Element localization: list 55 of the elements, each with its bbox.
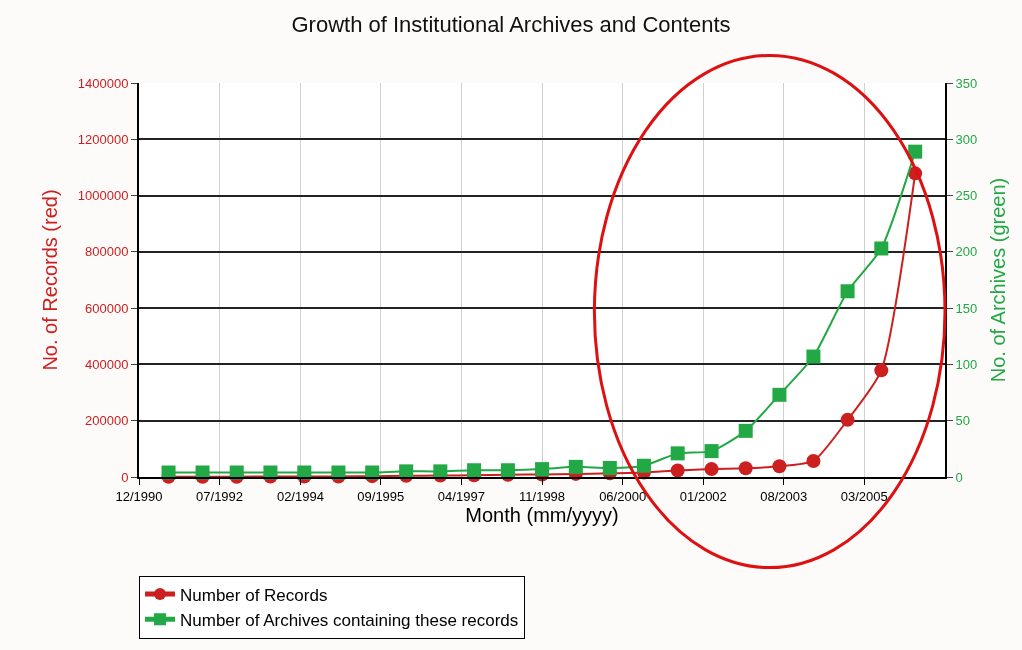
y2-tick-label: 250 — [955, 188, 978, 204]
point — [636, 458, 651, 473]
chart-title: Growth of Institutional Archives and Contents — [291, 11, 731, 37]
point — [535, 462, 550, 477]
y2-tick-label: 50 — [955, 413, 971, 429]
x-axis-title: Month (mm/yyyy) — [465, 503, 619, 526]
y-tick-label: 600000 — [85, 300, 129, 316]
x-tick-label: 07/1992 — [196, 488, 244, 504]
x-tick-label: 01/2002 — [679, 488, 727, 504]
point — [738, 423, 753, 438]
point — [433, 464, 448, 479]
point — [806, 349, 821, 364]
point — [670, 463, 685, 478]
point — [772, 387, 787, 402]
y2-tick-label: 150 — [955, 300, 978, 316]
y-axis-title: No. of Records (red) — [38, 189, 61, 371]
x-tick-label: 12/1990 — [115, 488, 163, 504]
y2-tick-label: 0 — [955, 469, 963, 485]
point — [840, 412, 855, 427]
point — [840, 284, 855, 299]
legend-label: Number of Records — [180, 585, 328, 605]
point — [874, 241, 889, 256]
y-tick-label: 800000 — [85, 244, 129, 260]
point — [704, 444, 719, 459]
y2-tick-label: 100 — [955, 356, 978, 372]
point — [772, 459, 787, 474]
y2-tick-label: 350 — [955, 75, 978, 91]
y-tick-label: 1400000 — [77, 75, 129, 91]
x-tick-label: 06/2000 — [599, 488, 647, 504]
x-tick-label: 11/1998 — [519, 488, 566, 504]
y2-tick-label: 300 — [955, 131, 978, 147]
point — [568, 459, 583, 474]
y-tick-label: 0 — [121, 469, 129, 485]
y2-axis-title: No. of Archives (green) — [987, 177, 1010, 383]
x-tick-label: 04/1997 — [437, 488, 485, 504]
point — [908, 144, 923, 159]
point — [806, 453, 821, 468]
point — [500, 463, 515, 478]
x-tick-label: 03/2005 — [840, 488, 888, 504]
y-tick-label: 200000 — [85, 413, 129, 429]
point — [738, 461, 753, 476]
x-tick-label: 08/2003 — [760, 488, 808, 504]
y2-tick-label: 200 — [955, 244, 978, 260]
legend-label: Number of Archives containing these records — [180, 610, 519, 630]
point — [467, 463, 482, 478]
point — [602, 460, 617, 475]
x-tick-label: 02/1994 — [276, 488, 324, 504]
point — [704, 462, 719, 477]
y-tick-label: 1000000 — [77, 188, 129, 204]
x-tick-label: 09/1995 — [357, 488, 405, 504]
point — [670, 446, 685, 461]
y-tick-label: 1200000 — [77, 131, 129, 147]
point — [874, 363, 889, 378]
y-tick-label: 400000 — [85, 356, 129, 372]
point — [399, 464, 414, 479]
